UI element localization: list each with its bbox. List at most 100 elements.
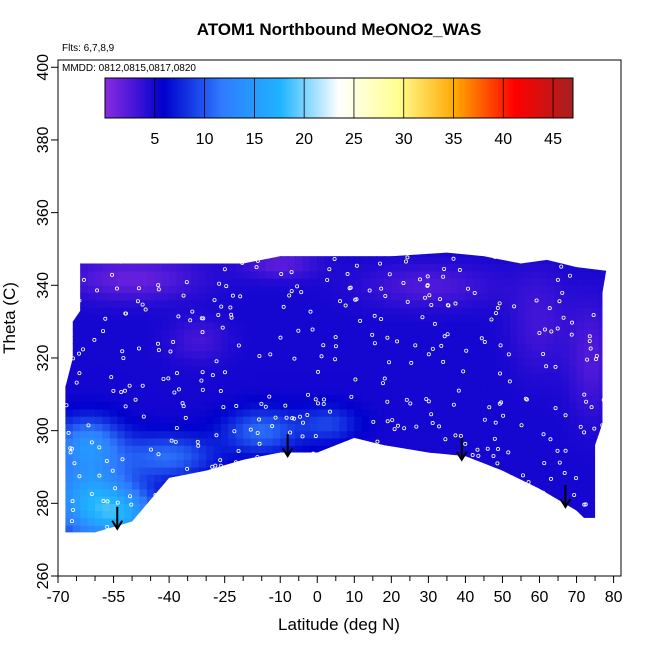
heat-cell (272, 365, 281, 374)
heat-cell (443, 379, 452, 388)
heat-cell (361, 343, 370, 352)
sample-point (199, 378, 204, 383)
heat-cell (102, 510, 111, 519)
heat-cell (183, 452, 192, 461)
heat-cell (280, 503, 289, 512)
heat-cell (139, 510, 148, 519)
heat-cell (606, 293, 614, 301)
heat-cell (265, 525, 274, 533)
heat-cell (117, 328, 126, 337)
heat-cell (102, 256, 111, 265)
heat-cell (465, 307, 474, 315)
sample-point (109, 375, 114, 380)
heat-cell (243, 292, 252, 301)
heat-cell (206, 299, 215, 308)
heat-cell (139, 408, 148, 417)
heat-cell (109, 256, 118, 265)
heat-cell (87, 466, 96, 475)
heat-cell (302, 474, 311, 483)
heat-cell (458, 481, 467, 490)
heat-cell (495, 252, 504, 257)
heat-cell (406, 242, 414, 250)
heat-cell (443, 401, 452, 410)
heat-cell (124, 517, 133, 526)
heat-cell (95, 401, 104, 410)
heat-cell (361, 336, 370, 345)
sample-point (114, 286, 119, 291)
heat-cell (309, 481, 318, 490)
heat-cell (428, 540, 436, 548)
heat-cell (472, 379, 481, 388)
heat-cell (598, 307, 607, 315)
heat-cell (480, 517, 489, 526)
heat-cell (258, 481, 267, 490)
heat-cell (369, 285, 378, 294)
sample-point (519, 423, 524, 428)
heat-cell (465, 481, 474, 490)
heat-cell (377, 242, 385, 250)
heat-cell (583, 307, 592, 315)
heat-cell (561, 423, 570, 432)
heat-cell (139, 394, 148, 403)
heat-cell (502, 285, 511, 294)
heat-cell (361, 372, 370, 381)
colorbar-tick-label: 30 (395, 131, 413, 148)
heat-cell (354, 350, 363, 359)
heat-cell (161, 365, 170, 374)
heat-cell (258, 350, 267, 359)
heat-cell (465, 256, 474, 265)
heat-cell (383, 278, 392, 286)
heat-cell (569, 252, 578, 257)
heat-cell (480, 372, 489, 381)
heat-cell (569, 408, 578, 417)
heat-cell (295, 430, 304, 439)
heat-cell (191, 263, 200, 272)
heat-cell (524, 452, 533, 461)
heat-cell (361, 252, 370, 257)
heat-cell (80, 256, 89, 265)
heat-cell (235, 387, 244, 395)
heat-cell (250, 452, 259, 461)
heat-cell (465, 270, 474, 279)
heat-cell (413, 292, 422, 301)
heat-cell (102, 540, 110, 548)
heat-cell (117, 278, 126, 286)
heat-cell (109, 285, 118, 294)
heat-cell (161, 481, 170, 490)
heat-cell (339, 510, 348, 519)
heat-cell (428, 270, 437, 279)
heat-cell (236, 540, 244, 548)
heat-cell (465, 252, 474, 257)
heat-cell (132, 343, 141, 352)
heat-cell (220, 328, 229, 337)
heat-cell (243, 299, 252, 308)
heat-cell (324, 387, 333, 395)
heat-cell (339, 285, 348, 294)
heat-cell (561, 459, 570, 468)
heat-cell (191, 532, 199, 540)
sample-point (190, 481, 195, 486)
heat-cell (391, 445, 400, 454)
heat-cell (420, 437, 429, 446)
heat-cell (265, 540, 273, 548)
heat-cell (509, 481, 518, 490)
x-tick-label: 80 (605, 589, 623, 606)
heat-cell (280, 394, 289, 403)
heat-cell (250, 459, 259, 468)
heat-cell (58, 532, 66, 540)
heat-cell (377, 540, 385, 548)
heat-cell (583, 343, 592, 352)
heat-cell (109, 474, 118, 483)
heat-cell (154, 299, 163, 308)
heat-cell (383, 321, 392, 330)
heat-cell (191, 252, 200, 257)
sample-point (190, 309, 195, 314)
heat-cell (295, 379, 304, 388)
heat-cell (250, 481, 259, 490)
heat-cell (443, 503, 452, 512)
heat-cell (258, 437, 267, 446)
heat-cell (413, 387, 422, 395)
heat-cell (228, 532, 236, 540)
heat-cell (340, 532, 348, 540)
